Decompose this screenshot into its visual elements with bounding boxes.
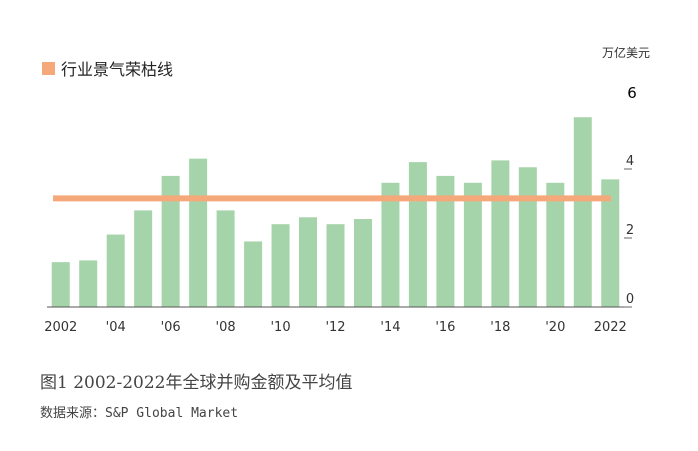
x-tick-label: '12	[325, 320, 345, 335]
bar-chart: 0 2 4 6 2002 '04 '06 '08 '10 '12 '14 '16 '18 '20 2022	[44, 84, 637, 335]
x-tick-label: '20	[545, 320, 565, 335]
x-tick-label: '16	[435, 320, 455, 335]
y-tick-label: 0	[626, 292, 634, 307]
x-tick-label: 2002	[44, 320, 77, 335]
x-tick-label: 2022	[594, 320, 627, 335]
legend-swatch	[42, 61, 55, 75]
bar-2020	[546, 182, 565, 307]
x-tick-label: '14	[380, 320, 400, 335]
bar-2010	[271, 224, 290, 307]
bar-2012	[326, 224, 345, 307]
bar-2014	[381, 182, 400, 307]
x-tick-label: '18	[490, 320, 510, 335]
bar-2018	[491, 160, 510, 307]
bar-2019	[518, 167, 537, 307]
bar-2005	[134, 210, 153, 307]
bar-2013	[353, 219, 372, 307]
bar-2016	[436, 175, 455, 307]
bar-2002	[51, 262, 70, 307]
bar-2009	[244, 241, 263, 307]
bar-2007	[189, 158, 208, 307]
bars-group	[51, 117, 620, 307]
x-axis-group: 2002 '04 '06 '08 '10 '12 '14 '16 '18 '20 2022	[44, 320, 627, 335]
y-axis-group: 0 2 4 6	[624, 84, 637, 308]
x-tick-label: '08	[216, 320, 236, 335]
bar-2008	[216, 210, 235, 307]
x-tick-label: '06	[161, 320, 181, 335]
bar-2015	[408, 162, 427, 307]
bar-2017	[463, 182, 482, 307]
bar-2006	[161, 175, 180, 307]
legend-label: 行业景气荣枯线	[61, 60, 174, 79]
y-tick-label: 2	[626, 223, 634, 238]
figure-caption: 图1 2002-2022年全球并购金额及平均值	[40, 373, 353, 393]
y-unit-label: 万亿美元	[602, 46, 651, 60]
source-note: 数据来源：S&P Global Market	[40, 406, 239, 421]
bar-2011	[299, 217, 318, 307]
bar-2004	[106, 234, 125, 307]
x-tick-label: '10	[270, 320, 290, 335]
x-tick-label: '04	[106, 320, 126, 335]
bar-2022	[601, 179, 620, 307]
legend: 行业景气荣枯线	[42, 56, 173, 80]
y-tick-label: 4	[626, 154, 634, 169]
y-tick-label: 6	[627, 84, 637, 102]
bar-2003	[79, 260, 98, 307]
bar-2021	[573, 117, 592, 307]
